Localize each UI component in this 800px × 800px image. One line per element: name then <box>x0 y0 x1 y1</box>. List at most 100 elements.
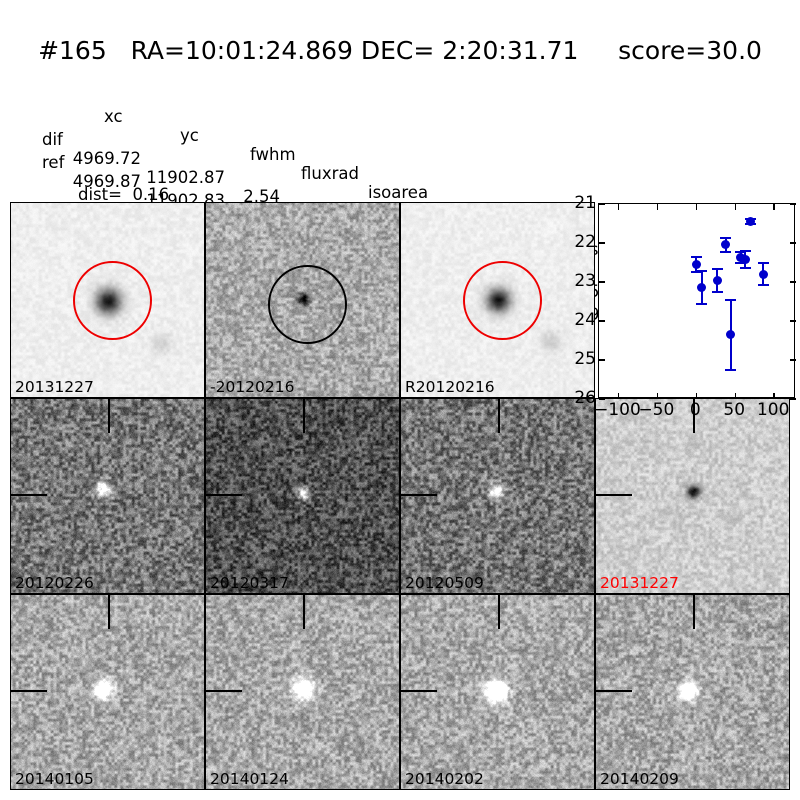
errorbar-cap <box>739 267 751 270</box>
y-axis-tick <box>790 320 796 322</box>
col-header-fluxrad: fluxrad <box>301 164 359 183</box>
cutout-panel-20140105[interactable]: 20140105 <box>10 594 205 790</box>
source-circle-red <box>73 261 152 340</box>
x-axis-tick <box>734 204 736 210</box>
row-label-ref: ref <box>42 153 65 172</box>
data-point[interactable] <box>726 330 736 340</box>
panel-label: 20120317 <box>210 574 289 592</box>
dif-fwhm: 2.54 <box>243 187 280 206</box>
y-tick-label: 21 <box>574 193 596 213</box>
page-title: #165 RA=10:01:24.869 DEC= 2:20:31.71 sco… <box>38 36 762 65</box>
errorbar-cap <box>690 255 702 258</box>
cutout-panel-20120226[interactable]: 20120226 <box>10 398 205 594</box>
x-axis-tick <box>773 393 775 399</box>
stamp-image <box>206 595 399 789</box>
cutout-panel-neg20120216-template[interactable]: -20120216 <box>205 202 400 398</box>
col-header-isoarea: isoarea <box>368 183 429 202</box>
cutout-panel-R20120216-reference[interactable]: R20120216 <box>400 202 595 398</box>
x-axis-tick <box>695 393 698 399</box>
y-axis-tick <box>790 242 796 244</box>
header-panel: #165 RA=10:01:24.869 DEC= 2:20:31.71 sco… <box>0 0 800 362</box>
y-tick-label: 26 <box>574 388 596 408</box>
errorbar-cap <box>725 368 737 371</box>
cutout-panel-20120317[interactable]: 20120317 <box>205 398 400 594</box>
data-point[interactable] <box>740 255 750 265</box>
y-tick-label: 22 <box>574 232 596 252</box>
data-point[interactable] <box>712 275 722 285</box>
y-axis-tick <box>599 281 605 283</box>
y-axis-tick <box>599 359 605 361</box>
lightcurve-plot[interactable] <box>598 203 796 400</box>
cutout-panel-20140209[interactable]: 20140209 <box>595 594 790 790</box>
errorbar-cap <box>720 236 732 239</box>
data-point[interactable] <box>758 269 768 279</box>
errorbar-cap <box>739 250 751 253</box>
stamp-image <box>596 595 789 789</box>
x-axis-tick <box>617 204 620 210</box>
x-axis-tick <box>695 204 698 210</box>
ref-xc: 4969.87 <box>72 172 141 191</box>
lightcurve-plot-area <box>599 203 796 400</box>
crosshair-tick-vertical <box>108 399 110 433</box>
panel-label: 20131227 <box>15 378 94 396</box>
panel-label: 20140105 <box>15 770 94 788</box>
cutout-panel-20131227-epoch[interactable]: 20131227 <box>595 398 790 594</box>
y-axis-tick <box>790 359 796 361</box>
lightcurve-x-axis-labels: −100 −50 0 50 100 <box>594 398 795 422</box>
x-axis-tick <box>656 204 659 210</box>
crosshair-tick-vertical <box>108 595 110 629</box>
x-axis-tick <box>656 393 659 399</box>
col-header-yc: yc <box>180 126 199 145</box>
crosshair-tick-vertical <box>498 595 500 629</box>
cutout-panel-20140124[interactable]: 20140124 <box>205 594 400 790</box>
panel-label: 20140124 <box>210 770 289 788</box>
crosshair-tick-horizontal <box>11 494 47 496</box>
y-axis-tick <box>599 203 605 205</box>
panel-label: -20120216 <box>210 378 295 396</box>
cutout-panel-20120509[interactable]: 20120509 <box>400 398 595 594</box>
x-axis-tick <box>617 393 620 399</box>
data-point[interactable] <box>721 240 731 250</box>
data-point[interactable] <box>746 217 756 227</box>
panel-label: 20140209 <box>600 770 679 788</box>
stamp-image <box>401 595 594 789</box>
cutout-panel-20131227-discovery[interactable]: 20131227 <box>10 202 205 398</box>
crosshair-tick-horizontal <box>206 494 242 496</box>
lightcurve-y-axis-labels: 21 22 23 24 25 26 <box>566 193 596 408</box>
data-point[interactable] <box>736 252 746 262</box>
x-tick-label: 50 <box>723 400 746 420</box>
errorbar-cap <box>711 291 723 294</box>
y-tick-label: 24 <box>574 310 596 330</box>
x-tick-label: −100 <box>594 400 641 420</box>
stamp-image <box>11 399 204 593</box>
x-tick-label: 100 <box>756 400 790 420</box>
panel-label: 20131227 <box>600 574 679 592</box>
y-axis-tick <box>599 242 605 244</box>
row-label-dif: dif <box>42 130 63 149</box>
source-circle-red <box>463 261 542 340</box>
crosshair-tick-vertical <box>693 595 695 629</box>
x-tick-label: −50 <box>638 400 675 420</box>
errorbar-cap <box>720 250 732 253</box>
crosshair-tick-vertical <box>693 399 695 433</box>
data-point[interactable] <box>697 283 707 293</box>
cutout-panel-20140202[interactable]: 20140202 <box>400 594 595 790</box>
source-circle-black <box>268 265 347 344</box>
panel-label: 20140202 <box>405 770 484 788</box>
col-header-xc: xc <box>104 107 123 126</box>
x-axis-tick <box>734 393 736 399</box>
crosshair-tick-vertical <box>498 399 500 433</box>
y-axis-tick <box>790 398 796 400</box>
stamp-image <box>596 399 789 593</box>
y-axis-tick <box>790 203 796 205</box>
y-axis-tick <box>599 398 605 400</box>
x-axis-tick <box>773 204 775 210</box>
errorbar-cap <box>757 262 769 265</box>
errorbar-cap <box>696 270 708 273</box>
y-tick-label: 25 <box>574 349 596 369</box>
data-point[interactable] <box>691 259 701 269</box>
dif-xc: 4969.72 <box>72 149 141 168</box>
dif-yc: 11902.87 <box>146 168 225 187</box>
errorbar-cap <box>711 267 723 270</box>
crosshair-tick-vertical <box>303 399 305 433</box>
